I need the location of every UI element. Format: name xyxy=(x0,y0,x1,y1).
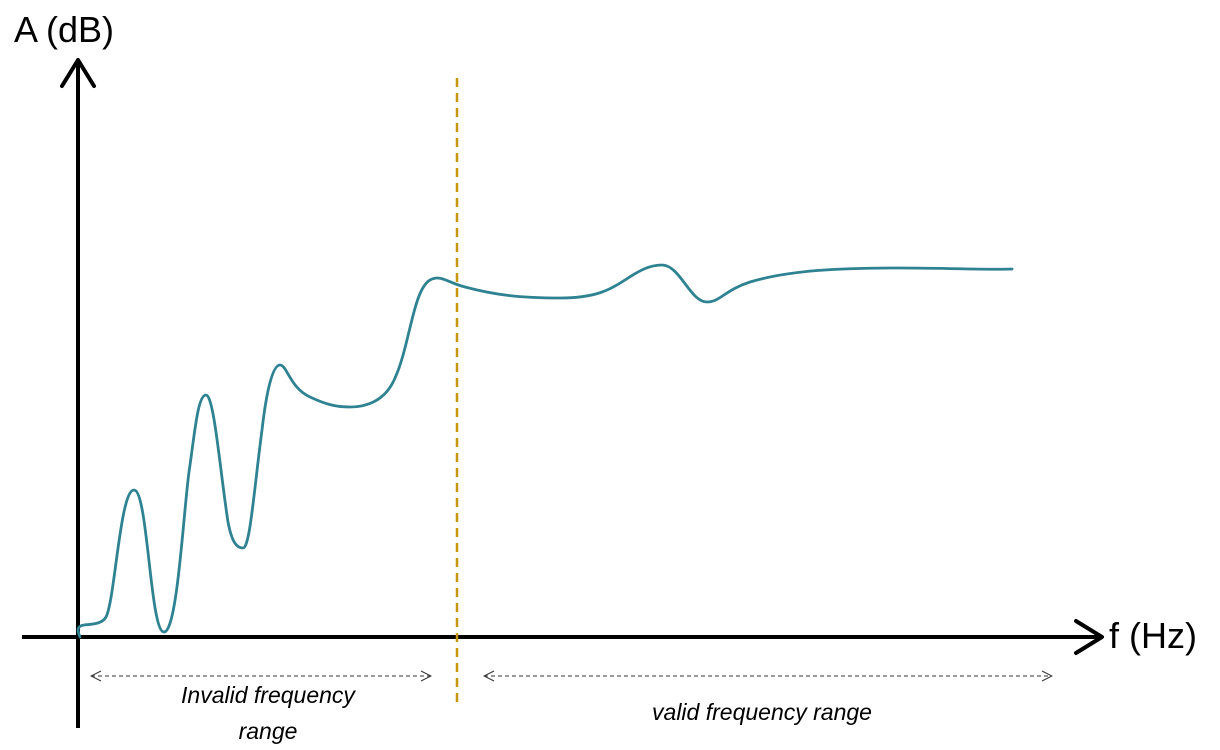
valid-range-label: valid frequency range xyxy=(652,699,872,725)
invalid-range-label-line1: Invalid frequency xyxy=(181,682,356,708)
x-axis-arrowhead xyxy=(1074,619,1104,655)
y-axis-arrowhead xyxy=(60,58,96,88)
x-axis-label: f (Hz) xyxy=(1109,615,1197,656)
frequency-response-curve xyxy=(76,263,1014,639)
y-axis-label: A (dB) xyxy=(14,9,114,50)
invalid-range-label-line2: range xyxy=(239,718,298,744)
